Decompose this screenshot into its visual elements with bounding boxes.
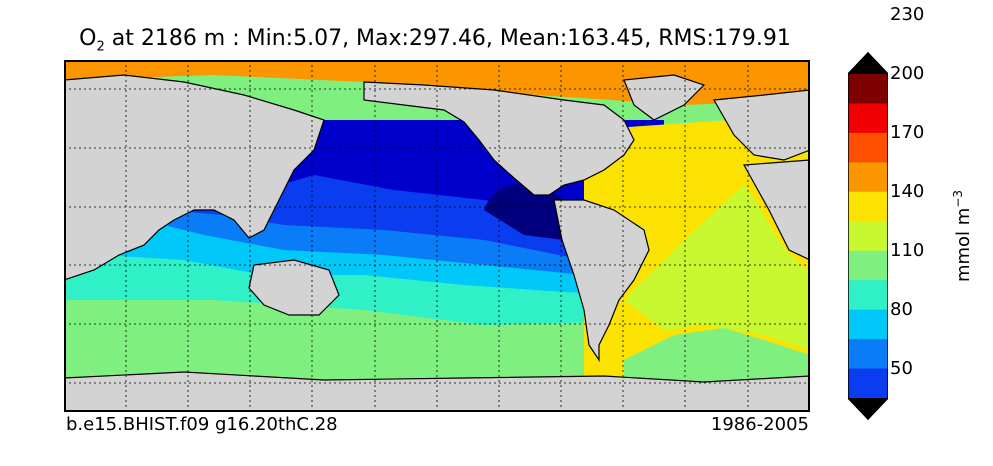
land-europe xyxy=(713,89,810,161)
colorbar-segment xyxy=(848,280,888,311)
colorbar-segment xyxy=(848,162,888,193)
map-frame xyxy=(64,60,810,412)
colorbar-tick-label: 50 xyxy=(890,357,913,379)
title-statistics: at 2186 m : Min:5.07, Max:297.46, Mean:1… xyxy=(104,26,791,51)
atlantic-band-230 xyxy=(624,185,810,350)
colorbar-segment xyxy=(848,309,888,340)
colorbar-extend-min xyxy=(848,398,888,420)
title-variable: O xyxy=(79,26,97,51)
period-caption: 1986-2005 xyxy=(710,414,809,435)
colorbar-segment xyxy=(848,250,888,281)
land-greenland xyxy=(623,74,706,121)
colorbar-frame xyxy=(848,52,888,420)
colorbar-segment xyxy=(848,339,888,370)
colorbar-segment xyxy=(848,74,888,104)
arctic-band-290 xyxy=(64,60,810,105)
land-australia xyxy=(248,259,340,316)
colorbar-tick-label: 230 xyxy=(890,4,925,26)
colorbar-segment xyxy=(848,191,888,222)
colorbar-segment xyxy=(848,132,888,163)
colorbar-tick-label: 80 xyxy=(890,298,913,320)
colorbar-extend-max xyxy=(848,52,888,74)
land-north-america xyxy=(363,81,635,196)
colorbar-segment xyxy=(848,368,888,399)
land-africa-eurasia xyxy=(64,74,325,281)
colorbar-units-label: mmol m−3 xyxy=(951,189,974,283)
ocean-oxygen-map xyxy=(64,60,810,412)
map-gridlines xyxy=(64,60,810,412)
title-subscript: 2 xyxy=(96,39,105,55)
colorbar-segment xyxy=(848,103,888,134)
colorbar-tick-label: 110 xyxy=(890,239,925,261)
colorbar-tick-label: 170 xyxy=(890,121,925,143)
colorbar-tick-label: 140 xyxy=(890,180,925,202)
colorbar xyxy=(848,52,888,420)
colorbar-segment xyxy=(848,221,888,252)
land-south-america xyxy=(553,199,650,362)
colorbar-tick-label: 200 xyxy=(890,63,925,84)
plot-title: O2 at 2186 m : Min:5.07, Max:297.46, Mea… xyxy=(0,26,870,54)
case-name-caption: b.e15.BHIST.f09 g16.20thC.28 xyxy=(66,414,338,435)
land-africa-west xyxy=(743,159,810,261)
